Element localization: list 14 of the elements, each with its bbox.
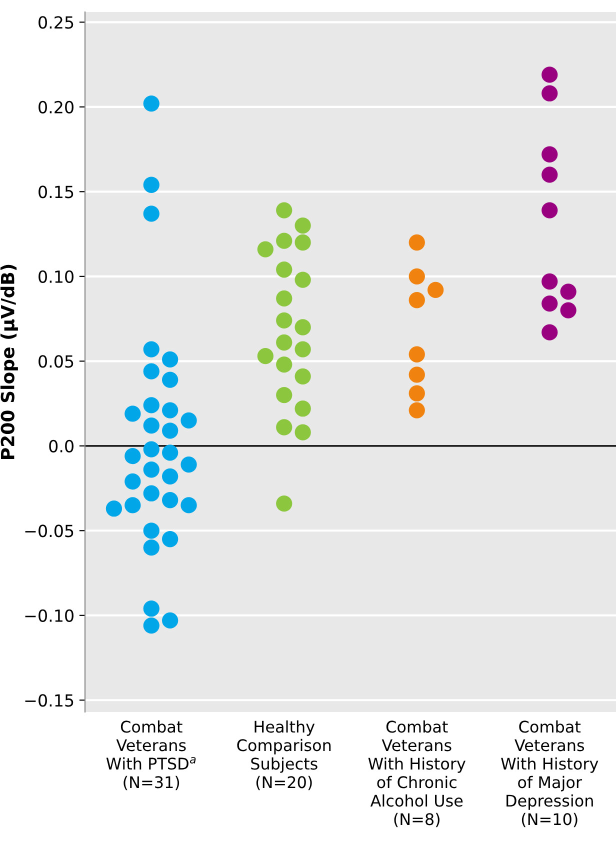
y-tick-label: 0.20 xyxy=(38,100,74,114)
x-tick-label: Combat Veterans With History of Chronic Alcohol Use (N=8) xyxy=(368,720,466,828)
y-tick-label: −0.05 xyxy=(25,524,74,538)
y-tick-label: −0.10 xyxy=(25,609,74,622)
y-axis-title: P200 Slope (μV/dB) xyxy=(0,264,18,459)
x-tick-label: Healthy Comparison Subjects (N=20) xyxy=(237,720,331,790)
category-label: Combat Veterans With PTSD$^{a}$ (N=31) xyxy=(106,720,196,790)
y-tick-label: −0.15 xyxy=(25,694,74,707)
y-tick-label: 0.25 xyxy=(38,16,74,29)
x-tick-label: Combat Veterans With History of Major Depression (N=10) xyxy=(501,720,598,828)
y-tick-label: 0.10 xyxy=(38,270,74,283)
y-tick-label: 0.05 xyxy=(38,355,74,368)
y-tick-label: 0.15 xyxy=(38,186,74,198)
y-tick-label: 0.0 xyxy=(49,440,74,452)
